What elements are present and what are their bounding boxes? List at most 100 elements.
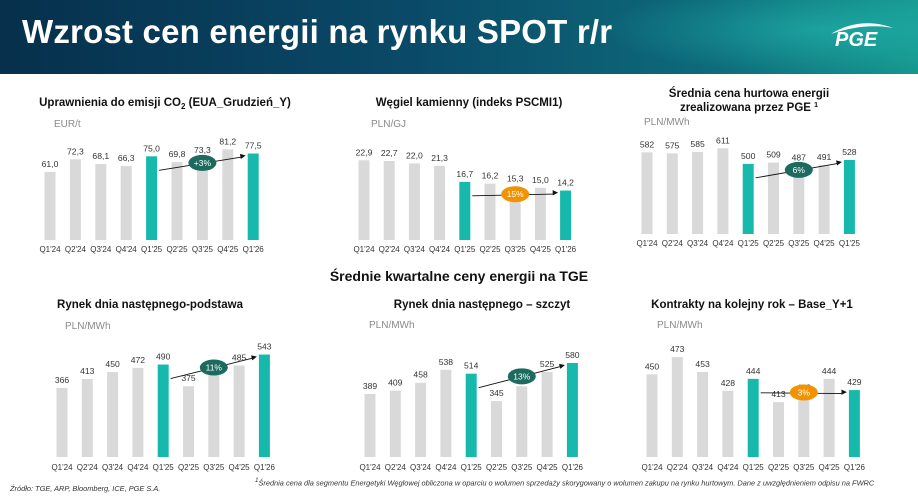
bar-Q1'25 xyxy=(465,373,477,457)
value-label: 543 xyxy=(257,342,272,352)
chart-title: Uprawnienia do emisji CO2 (EUA_Grudzień_… xyxy=(39,97,291,111)
value-label: 15,3 xyxy=(507,174,524,184)
x-tick-label: Q1'25 xyxy=(839,239,861,248)
x-tick-label: Q4'25 xyxy=(217,245,239,254)
chart-panel-wholesale: Średnia cena hurtowa energii zrealizowana… xyxy=(624,84,894,255)
value-label: 61,0 xyxy=(42,159,59,169)
bar-Q2'25 xyxy=(491,401,502,457)
change-badge xyxy=(501,186,530,203)
chart-panel-yplus1: Kontrakty na kolejny rok – Base_Y+1 PLN/M… xyxy=(632,292,894,474)
bar-Q4'24 xyxy=(132,367,144,457)
x-tick-label: Q2'25 xyxy=(479,245,501,254)
bar-Q4'25 xyxy=(818,165,830,234)
bar-Q1'24 xyxy=(646,374,658,457)
x-tick-label: Q2'24 xyxy=(77,463,99,472)
value-label: 490 xyxy=(156,352,171,362)
value-label: 68,1 xyxy=(92,151,109,161)
value-label: 389 xyxy=(363,381,378,391)
value-label: 611 xyxy=(716,135,730,145)
value-label: 66,3 xyxy=(118,153,135,163)
chart-title: Średnia cena hurtowa energii xyxy=(669,87,829,100)
x-tick-label: Q3'25 xyxy=(192,245,214,254)
value-label: 509 xyxy=(766,150,781,160)
bar-Q3'25 xyxy=(196,158,208,240)
bar-Q3'24 xyxy=(692,151,704,234)
bar-Q1'25 xyxy=(742,163,754,234)
pge-logo: PGE xyxy=(823,20,903,60)
x-tick-label: Q4'25 xyxy=(229,463,251,472)
change-badge xyxy=(784,161,813,178)
value-label: 444 xyxy=(822,366,837,376)
section-title: Średnie kwartalne ceny energii na TGE xyxy=(329,268,589,284)
value-label: 413 xyxy=(80,366,95,376)
x-tick-label: Q1'24 xyxy=(39,245,61,254)
bar-Q2'25 xyxy=(773,402,784,457)
change-badge-label: 6% xyxy=(793,165,806,175)
value-label: 450 xyxy=(645,361,660,371)
value-label: 22,0 xyxy=(406,150,423,160)
x-tick-label: Q2'25 xyxy=(768,463,790,472)
chart-base: Rynek dnia następnego-podstawa PLN/MWh 366… xyxy=(51,299,275,472)
x-tick-label: Q1'25 xyxy=(743,463,765,472)
bar-Q1'26 xyxy=(566,362,578,457)
chart-title-line2: zrealizowana przez PGE 1 xyxy=(680,102,818,114)
x-tick-label: Q3'24 xyxy=(692,463,714,472)
value-label: 458 xyxy=(413,370,428,380)
x-tick-label: Q2'24 xyxy=(379,245,401,254)
value-label: 429 xyxy=(847,377,862,387)
value-label: 75,0 xyxy=(143,143,160,153)
x-tick-label: Q1'25 xyxy=(738,239,760,248)
bar-Q3'24 xyxy=(697,372,709,457)
x-tick-label: Q2'25 xyxy=(166,245,188,254)
x-tick-label: Q3'25 xyxy=(793,463,815,472)
value-label: 77,5 xyxy=(245,141,262,151)
y-unit-label: PLN/MWh xyxy=(657,320,703,331)
bar-Q3'25 xyxy=(516,386,528,457)
x-tick-label: Q1'24 xyxy=(359,463,381,472)
bar-Q4'24 xyxy=(434,165,446,240)
bar-Q1'24 xyxy=(56,387,68,457)
x-tick-label: Q2'24 xyxy=(662,239,684,248)
bar-Q3'24 xyxy=(95,164,107,240)
x-tick-label: Q1'26 xyxy=(243,245,265,254)
bar-Q4'25 xyxy=(823,378,835,457)
change-badge xyxy=(507,368,536,385)
trend-arrow-head-icon xyxy=(552,190,559,196)
bar-Q1'26 xyxy=(560,190,572,240)
bar-Q1'26 xyxy=(848,390,860,457)
x-tick-label: Q2'25 xyxy=(486,463,508,472)
x-tick-label: Q3'24 xyxy=(687,239,709,248)
x-tick-label: Q3'24 xyxy=(404,245,426,254)
bar-Q3'25 xyxy=(208,374,220,457)
value-label: 453 xyxy=(695,359,710,369)
x-tick-label: Q1'24 xyxy=(641,463,663,472)
y-unit-label: PLN/MWh xyxy=(644,117,690,128)
x-tick-label: Q1'25 xyxy=(153,463,175,472)
x-tick-label: Q4'25 xyxy=(537,463,559,472)
footnote-text: Średnia cena dla segmentu Energetyki Węg… xyxy=(258,478,875,488)
x-tick-label: Q3'25 xyxy=(511,463,533,472)
chart-title: Rynek dnia następnego – szczyt xyxy=(394,299,571,311)
x-tick-label: Q2'24 xyxy=(667,463,689,472)
header-glow xyxy=(598,0,918,74)
value-label: 582 xyxy=(640,139,655,149)
bar-Q4'25 xyxy=(534,187,546,240)
bar-Q2'24 xyxy=(671,357,683,457)
x-tick-label: Q2'25 xyxy=(178,463,200,472)
change-badge-label: 11% xyxy=(206,363,223,373)
value-label: 485 xyxy=(232,352,247,362)
value-label: 73,3 xyxy=(194,145,211,155)
bar-Q4'24 xyxy=(722,390,734,457)
chart-title: Rynek dnia następnego-podstawa xyxy=(57,299,244,311)
change-badge-label: 3% xyxy=(798,387,811,397)
value-label: 585 xyxy=(690,139,705,149)
chart-wholesale: Średnia cena hurtowa energii zrealizowana… xyxy=(636,87,861,248)
bar-Q1'26 xyxy=(258,354,270,457)
trend-arrow-head-icon xyxy=(251,355,257,361)
x-tick-label: Q4'24 xyxy=(127,463,149,472)
x-tick-label: Q1'26 xyxy=(555,245,577,254)
x-tick-label: Q4'24 xyxy=(717,463,739,472)
bar-Q2'24 xyxy=(69,159,81,240)
x-tick-label: Q4'24 xyxy=(429,245,451,254)
bar-Q2'24 xyxy=(383,160,395,240)
